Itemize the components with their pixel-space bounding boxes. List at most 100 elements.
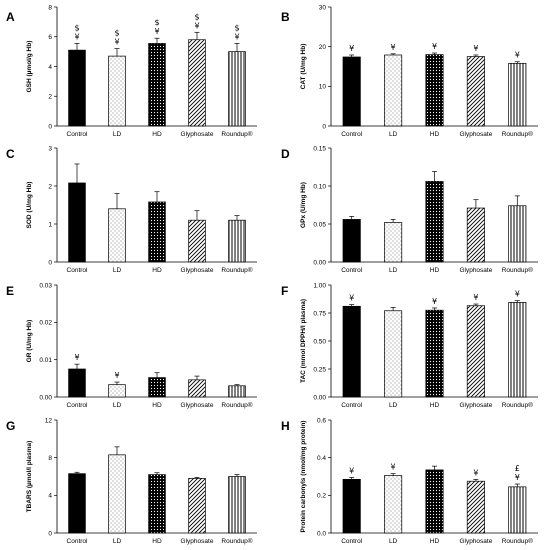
y-tick-label: 3 [48, 145, 52, 152]
y-tick-label: 0.00 [39, 394, 52, 401]
x-tick-label: LD [113, 267, 122, 274]
y-tick-label: 30 [319, 4, 327, 11]
significance-marker: ¥ [515, 51, 520, 60]
bar-2 [384, 475, 403, 534]
y-tick-label: 6 [48, 34, 52, 41]
y-tick-label: 1.00 [313, 282, 326, 289]
bar-2 [108, 55, 126, 127]
x-tick-label: Control [67, 402, 89, 409]
x-tick-label: Glyphosate [181, 267, 214, 274]
bar-1 [68, 368, 86, 398]
significance-marker: ¥ [391, 463, 396, 472]
y-axis-title: Protein carbonyls (nmol/mg protein) [300, 421, 307, 533]
x-tick-label: Roundup® [221, 266, 252, 274]
x-tick-label: LD [389, 538, 398, 545]
y-tick-label: 0.6 [317, 417, 326, 424]
y-tick-label: 0 [48, 530, 52, 537]
significance-marker: ¥ [194, 21, 199, 30]
significance-marker: $ [234, 23, 239, 32]
x-tick-label: HD [152, 131, 162, 138]
chart-panel-b: B CAT (U/mg Hb) 0 10 20 30 ¥ Control ¥ LD ¥ HD ¥ Glyp… [281, 4, 538, 138]
x-tick-label: Glyphosate [181, 538, 214, 545]
x-tick-label: Roundup® [502, 401, 533, 409]
significance-marker: ¥ [473, 44, 478, 53]
x-tick-label: Control [341, 131, 363, 138]
significance-marker: ¥ [114, 38, 119, 47]
y-tick-label: 0 [48, 123, 52, 130]
x-tick-label: Control [67, 267, 89, 274]
bar-2 [108, 454, 126, 534]
y-tick-label: 0.05 [313, 221, 326, 228]
y-axis-title: SOD (U/mg Hb) [26, 182, 33, 229]
bar-1 [342, 305, 361, 398]
y-tick-label: 0.50 [313, 338, 326, 345]
significance-marker: ¥ [349, 466, 354, 475]
bar-3 [148, 474, 166, 534]
chart-panel-d: D GPx (U/mg Hb) 0.00 0.05 0.10 0.15 Control LD H… [281, 145, 538, 274]
bar-4 [188, 478, 206, 534]
significance-marker: ¥ [349, 44, 354, 53]
y-axis-title: CAT (U/mg Hb) [300, 44, 307, 90]
bar-4 [466, 207, 485, 263]
significance-marker: £ [515, 464, 520, 473]
x-tick-label: Roundup® [221, 401, 252, 409]
y-axis-title: GPx (U/mg Hb) [300, 182, 307, 228]
panel-letter: H [281, 419, 290, 433]
x-tick-label: HD [430, 267, 440, 274]
bar-3 [425, 54, 444, 127]
chart-panel-f: F TAC (mmol DPPH/l plasma) 0.00 0.25 0.50 0.7… [281, 282, 538, 409]
y-tick-label: 0.02 [39, 320, 52, 327]
x-tick-label: Glyphosate [459, 131, 492, 138]
y-tick-label: 0.03 [39, 282, 52, 289]
bar-4 [466, 305, 485, 398]
x-tick-label: LD [389, 131, 398, 138]
bar-4 [188, 219, 206, 263]
bar-2 [384, 310, 403, 398]
x-tick-label: LD [389, 267, 398, 274]
bar-2 [108, 208, 126, 263]
bar-1 [342, 219, 361, 263]
x-tick-label: Control [67, 538, 89, 545]
bar-4 [188, 379, 206, 398]
chart-panel-c: C SOD (U/mg Hb) 0 1 2 3 Control LD HD Glyphosate R… [6, 145, 257, 274]
bar-3 [148, 377, 166, 398]
significance-marker: ¥ [234, 32, 239, 41]
x-tick-label: Roundup® [502, 130, 533, 138]
y-tick-label: 20 [319, 44, 327, 51]
x-tick-label: Control [341, 402, 363, 409]
panel-letter: A [6, 10, 15, 24]
bar-3 [425, 181, 444, 263]
bar-1 [68, 49, 86, 127]
bar-5 [228, 51, 246, 127]
significance-marker: ¥ [154, 27, 159, 36]
y-tick-label: 12 [45, 417, 53, 424]
y-tick-label: 0.01 [39, 357, 52, 364]
y-tick-label: 0.2 [317, 493, 326, 500]
x-tick-label: Roundup® [221, 130, 252, 138]
x-tick-label: HD [152, 402, 162, 409]
y-tick-label: 0.75 [313, 310, 326, 317]
x-tick-label: LD [113, 538, 122, 545]
bar-1 [342, 478, 361, 534]
bar-5 [228, 385, 246, 398]
x-tick-label: HD [430, 538, 440, 545]
x-tick-label: HD [430, 402, 440, 409]
panel-letter: E [6, 284, 14, 298]
significance-marker: ¥ [515, 290, 520, 299]
significance-marker: ¥ [473, 468, 478, 477]
x-tick-label: LD [113, 402, 122, 409]
y-tick-label: 0 [48, 259, 52, 266]
bar-5 [508, 205, 527, 263]
panel-letter: F [281, 284, 288, 298]
chart-panel-h: H Protein carbonyls (nmol/mg protein) 0.0 0… [281, 417, 538, 545]
significance-marker: $ [194, 12, 199, 21]
y-tick-label: 0.00 [313, 394, 326, 401]
x-tick-label: Glyphosate [459, 538, 492, 545]
bar-5 [228, 476, 246, 534]
bar-3 [425, 309, 444, 398]
y-tick-label: 8 [48, 455, 52, 462]
panel-letter: D [281, 147, 290, 161]
bar-1 [68, 473, 86, 534]
